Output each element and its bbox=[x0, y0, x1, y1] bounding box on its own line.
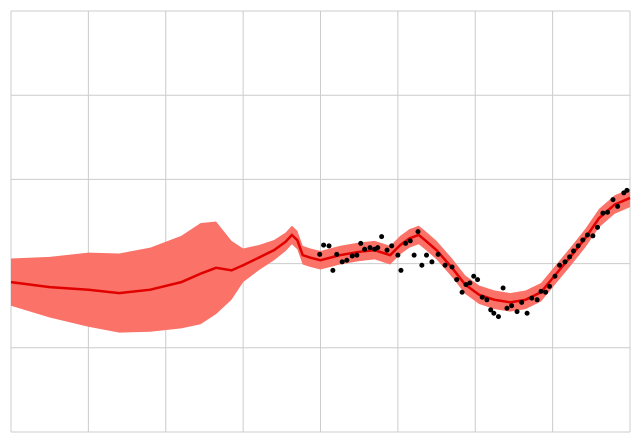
data-point bbox=[491, 310, 497, 316]
data-point bbox=[584, 232, 590, 238]
data-point bbox=[514, 309, 520, 315]
data-point bbox=[580, 237, 586, 243]
data-point bbox=[317, 251, 323, 257]
data-point bbox=[571, 248, 577, 254]
data-point bbox=[534, 297, 540, 303]
data-point bbox=[407, 238, 413, 244]
data-point bbox=[543, 289, 549, 295]
data-point bbox=[605, 209, 611, 215]
data-point bbox=[375, 245, 381, 251]
data-point bbox=[509, 303, 515, 309]
data-point bbox=[495, 314, 501, 320]
data-point bbox=[419, 262, 425, 268]
data-point bbox=[471, 273, 477, 279]
data-point bbox=[615, 203, 621, 209]
data-point bbox=[547, 283, 553, 289]
data-point bbox=[435, 251, 441, 257]
data-point bbox=[442, 262, 448, 268]
data-point bbox=[595, 224, 601, 230]
data-point bbox=[590, 233, 596, 239]
data-point bbox=[467, 280, 473, 286]
data-point bbox=[504, 305, 510, 311]
data-point bbox=[344, 257, 350, 263]
data-point bbox=[362, 246, 368, 252]
data-point bbox=[330, 267, 336, 273]
data-point bbox=[557, 262, 563, 268]
data-point bbox=[358, 240, 364, 246]
data-point bbox=[463, 282, 469, 288]
data-point bbox=[326, 243, 332, 249]
data-point bbox=[538, 288, 544, 294]
data-point bbox=[484, 297, 490, 303]
data-point bbox=[475, 277, 481, 283]
data-point bbox=[562, 259, 568, 265]
data-point bbox=[488, 307, 494, 313]
data-point bbox=[575, 243, 581, 249]
data-point bbox=[429, 259, 435, 265]
data-point bbox=[524, 310, 530, 316]
data-point bbox=[395, 252, 401, 258]
data-point bbox=[454, 277, 460, 283]
data-point bbox=[424, 252, 430, 258]
data-point bbox=[415, 229, 421, 235]
data-point bbox=[334, 251, 340, 257]
data-point bbox=[411, 252, 417, 258]
data-point bbox=[367, 245, 373, 251]
data-point bbox=[403, 240, 409, 246]
data-point bbox=[479, 294, 485, 300]
data-point bbox=[379, 234, 385, 240]
data-point bbox=[567, 254, 573, 260]
data-point bbox=[552, 273, 558, 279]
mean-line bbox=[10, 196, 631, 304]
data-point bbox=[519, 299, 525, 305]
data-point bbox=[459, 289, 465, 295]
data-point bbox=[624, 187, 630, 193]
data-point bbox=[339, 259, 345, 265]
data-point bbox=[449, 264, 455, 270]
data-point bbox=[529, 295, 535, 301]
data-point bbox=[610, 197, 616, 203]
data-point bbox=[600, 210, 606, 216]
data-point bbox=[398, 267, 404, 273]
data-point bbox=[354, 252, 360, 258]
data-point bbox=[349, 253, 355, 259]
data-point bbox=[389, 243, 395, 249]
data-point bbox=[384, 247, 390, 253]
data-point bbox=[500, 285, 506, 291]
data-point bbox=[321, 242, 327, 248]
